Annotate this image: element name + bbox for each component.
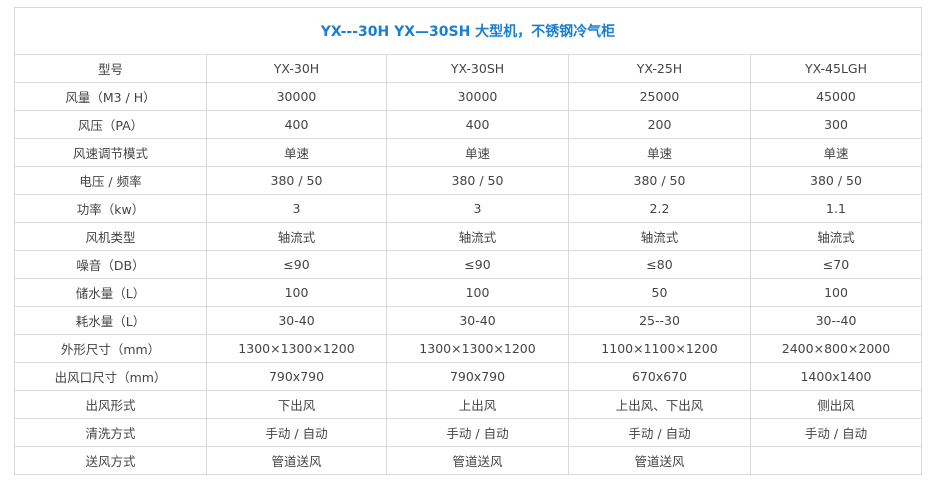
row-label: 风速调节模式	[14, 138, 207, 167]
cell: ≤90	[206, 250, 387, 279]
cell: 380 / 50	[750, 166, 922, 195]
cell: ≤90	[386, 250, 569, 279]
cell: 轴流式	[386, 222, 569, 251]
cell: YX-25H	[568, 54, 751, 83]
row-label: 清洗方式	[14, 418, 207, 447]
cell: 25000	[568, 82, 751, 111]
cell: 2.2	[568, 194, 751, 223]
cell: 手动 / 自动	[206, 418, 387, 447]
cell: 100	[750, 278, 922, 307]
table-row: 储水量（L） 100 100 50 100	[14, 278, 922, 307]
cell: 30-40	[206, 306, 387, 335]
cell: 1300×1300×1200	[386, 334, 569, 363]
cell: 100	[386, 278, 569, 307]
cell: 50	[568, 278, 751, 307]
cell: 管道送风	[386, 446, 569, 475]
cell: 轴流式	[568, 222, 751, 251]
table-row: 出风形式 下出风 上出风 上出风、下出风 侧出风	[14, 390, 922, 419]
cell: 1.1	[750, 194, 922, 223]
cell: 1400x1400	[750, 362, 922, 391]
table-row: 噪音（DB） ≤90 ≤90 ≤80 ≤70	[14, 250, 922, 279]
cell: 单速	[568, 138, 751, 167]
row-label: 风压（PA）	[14, 110, 207, 139]
cell: 400	[386, 110, 569, 139]
cell: 380 / 50	[386, 166, 569, 195]
table-row: 风速调节模式 单速 单速 单速 单速	[14, 138, 922, 167]
table-row: 风压（PA） 400 400 200 300	[14, 110, 922, 139]
cell: 200	[568, 110, 751, 139]
table-row: 清洗方式 手动 / 自动 手动 / 自动 手动 / 自动 手动 / 自动	[14, 418, 922, 447]
row-label: 型号	[14, 54, 207, 83]
spec-table: YX---30H YX—30SH 大型机，不锈钢冷气柜 型号 YX-30H YX-3…	[14, 7, 922, 475]
cell: 单速	[206, 138, 387, 167]
cell: 45000	[750, 82, 922, 111]
header-row: 型号 YX-30H YX-30SH YX-25H YX-45LGH	[14, 54, 922, 83]
cell: YX-30SH	[386, 54, 569, 83]
cell: 手动 / 自动	[750, 418, 922, 447]
cell: 30-40	[386, 306, 569, 335]
table-row: 风量（M3 / H） 30000 30000 25000 45000	[14, 82, 922, 111]
cell: 轴流式	[206, 222, 387, 251]
row-label: 风量（M3 / H）	[14, 82, 207, 111]
cell: 1100×1100×1200	[568, 334, 751, 363]
cell: 管道送风	[206, 446, 387, 475]
cell: 单速	[750, 138, 922, 167]
cell: 400	[206, 110, 387, 139]
cell: 380 / 50	[568, 166, 751, 195]
cell: 380 / 50	[206, 166, 387, 195]
table-row: 功率（kw） 3 3 2.2 1.1	[14, 194, 922, 223]
cell: 上出风、下出风	[568, 390, 751, 419]
cell: 30000	[206, 82, 387, 111]
row-label: 出风口尺寸（mm）	[14, 362, 207, 391]
cell: 上出风	[386, 390, 569, 419]
row-label: 耗水量（L）	[14, 306, 207, 335]
row-label: 外形尺寸（mm）	[14, 334, 207, 363]
cell: 3	[206, 194, 387, 223]
cell: YX-30H	[206, 54, 387, 83]
row-label: 风机类型	[14, 222, 207, 251]
table-row: 出风口尺寸（mm） 790x790 790x790 670x670 1400x1400	[14, 362, 922, 391]
row-label: 电压 / 频率	[14, 166, 207, 195]
cell: ≤80	[568, 250, 751, 279]
cell: 30--40	[750, 306, 922, 335]
cell: 30000	[386, 82, 569, 111]
cell: YX-45LGH	[750, 54, 922, 83]
row-label: 出风形式	[14, 390, 207, 419]
row-label: 送风方式	[14, 446, 207, 475]
table-row: 外形尺寸（mm） 1300×1300×1200 1300×1300×1200 1100…	[14, 334, 922, 363]
cell: 轴流式	[750, 222, 922, 251]
cell: 下出风	[206, 390, 387, 419]
cell: 100	[206, 278, 387, 307]
cell: 670x670	[568, 362, 751, 391]
cell: 300	[750, 110, 922, 139]
cell: 管道送风	[568, 446, 751, 475]
cell: ≤70	[750, 250, 922, 279]
cell: 1300×1300×1200	[206, 334, 387, 363]
row-label: 噪音（DB）	[14, 250, 207, 279]
cell: 手动 / 自动	[568, 418, 751, 447]
cell: 3	[386, 194, 569, 223]
cell: 侧出风	[750, 390, 922, 419]
title-row: YX---30H YX—30SH 大型机，不锈钢冷气柜	[14, 7, 922, 55]
table-row: 电压 / 频率 380 / 50 380 / 50 380 / 50 380 / 50	[14, 166, 922, 195]
row-label: 功率（kw）	[14, 194, 207, 223]
cell: 单速	[386, 138, 569, 167]
cell: 790x790	[386, 362, 569, 391]
cell: 790x790	[206, 362, 387, 391]
table-title: YX---30H YX—30SH 大型机，不锈钢冷气柜	[14, 7, 922, 55]
table-row: 耗水量（L） 30-40 30-40 25--30 30--40	[14, 306, 922, 335]
cell	[750, 446, 922, 475]
cell: 手动 / 自动	[386, 418, 569, 447]
table-row: 送风方式 管道送风 管道送风 管道送风	[14, 446, 922, 475]
cell: 2400×800×2000	[750, 334, 922, 363]
cell: 25--30	[568, 306, 751, 335]
row-label: 储水量（L）	[14, 278, 207, 307]
table-row: 风机类型 轴流式 轴流式 轴流式 轴流式	[14, 222, 922, 251]
